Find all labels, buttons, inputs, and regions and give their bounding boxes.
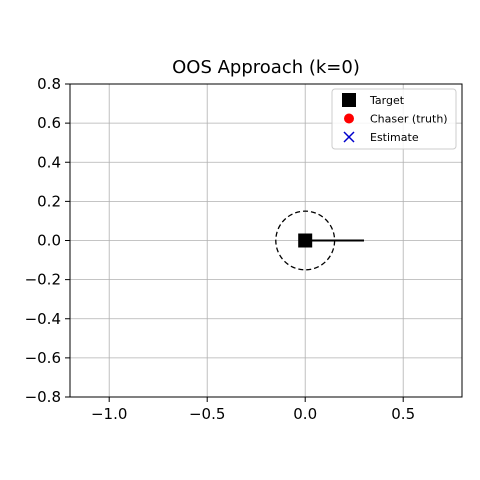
x-tick-label: −1.0	[91, 405, 127, 423]
y-tick-label: −0.4	[25, 310, 61, 328]
y-tick-label: −0.2	[25, 271, 61, 289]
legend-marker-circle	[344, 113, 354, 124]
y-tick-label: 0.6	[37, 114, 61, 132]
y-tick-label: −0.6	[25, 349, 61, 367]
legend-box	[331, 88, 457, 150]
target-marker	[298, 233, 313, 248]
legend-marker-x	[343, 131, 355, 143]
axis-ticks: −1.0 −0.5 0.0 0.5 0.8 0.6 0.4 0.2 0.0 −0.2 −0.4 −0.…	[25, 75, 416, 423]
legend-label: Estimate	[370, 131, 419, 144]
y-tick-label: −0.8	[25, 388, 61, 406]
x-tick-label: 0.0	[293, 405, 317, 423]
y-tick-label: 0.2	[37, 192, 61, 210]
plot-content	[275, 210, 364, 271]
y-tick-label: 0.8	[37, 75, 61, 93]
chart-title: OOS Approach (k=0)	[172, 57, 360, 78]
legend-label: Target	[369, 94, 405, 107]
x-tick-label: 0.5	[391, 405, 415, 423]
x-tick-label: −0.5	[189, 405, 225, 423]
legend-label: Chaser (truth)	[370, 113, 448, 126]
y-tick-label: 0.0	[37, 232, 61, 250]
y-tick-label: 0.4	[37, 153, 61, 171]
legend-marker-square	[342, 93, 356, 107]
legend: Target Chaser (truth) Estimate	[331, 88, 457, 150]
